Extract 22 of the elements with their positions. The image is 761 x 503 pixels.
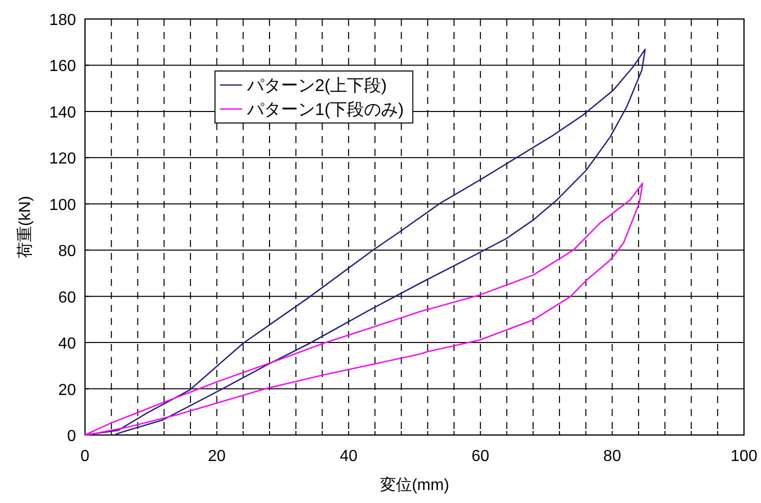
line-series	[84, 48, 646, 436]
line-series	[84, 182, 644, 436]
y-tick-label: 100	[49, 196, 76, 214]
y-axis-title: 荷重(kN)	[16, 196, 34, 258]
legend-label: パターン2(上下段)	[246, 76, 387, 95]
x-axis-title: 変位(mm)	[380, 476, 450, 494]
x-tick-label: 100	[730, 448, 758, 465]
y-tick-label: 40	[58, 336, 76, 353]
x-tick-label: 80	[603, 448, 622, 465]
y-tick-label: 140	[49, 104, 76, 122]
y-tick-label: 20	[58, 382, 76, 399]
x-tick-label: 20	[208, 448, 226, 465]
x-tick-label: 40	[340, 448, 358, 465]
x-tick-label: 60	[472, 448, 490, 465]
legend-label: パターン1(下段のみ)	[246, 100, 404, 119]
y-tick-label: 60	[58, 289, 76, 306]
y-tick-label: 80	[58, 243, 76, 260]
y-tick-label: 180	[49, 12, 76, 29]
y-tick-label: 160	[49, 58, 76, 76]
y-tick-label: 120	[49, 150, 76, 168]
y-tick-label: 0	[67, 428, 76, 445]
x-tick-label: 0	[80, 448, 90, 465]
